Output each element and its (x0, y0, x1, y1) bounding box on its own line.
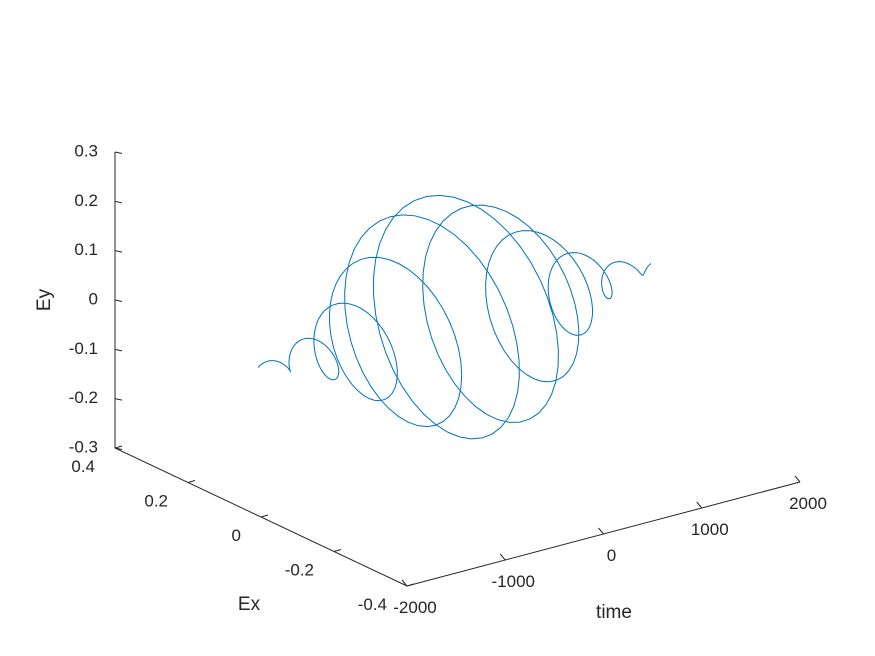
y-tick (260, 514, 269, 518)
z-tick-label: 0.1 (74, 240, 98, 259)
z-tick (114, 200, 123, 204)
z-tick (114, 447, 123, 450)
z-tick-label: -0.1 (69, 339, 98, 358)
y-tick (406, 583, 415, 587)
x-tick-label: 1000 (691, 520, 729, 539)
y-tick (114, 445, 123, 449)
x-tick (401, 579, 408, 587)
z-tick (114, 348, 123, 352)
z-tick (114, 151, 123, 154)
z-tick-label: 0 (89, 289, 98, 308)
z-tick (114, 250, 123, 253)
y-tick-label: -0.2 (285, 561, 314, 580)
y-tick (333, 549, 342, 552)
x-tick (499, 553, 506, 561)
z-tick (114, 299, 123, 302)
z-tick-label: 0.2 (74, 191, 98, 210)
x-tick-label: -2000 (393, 598, 436, 617)
x-tick (598, 527, 604, 535)
y-tick-label: 0.2 (144, 492, 168, 511)
z-tick-label: -0.3 (69, 437, 98, 456)
y-axis-label: Ex (238, 594, 261, 615)
x-tick (794, 475, 801, 483)
y-tick-label: 0 (232, 526, 241, 545)
series-layer (257, 194, 652, 440)
y-tick-label: 0.4 (71, 457, 95, 476)
y-tick-label: -0.4 (358, 595, 387, 614)
x-tick-label: 2000 (789, 494, 827, 513)
z-tick-label: -0.2 (69, 388, 98, 407)
x-tick-label: -1000 (492, 572, 535, 591)
x-tick (696, 501, 703, 509)
series-line (257, 194, 652, 440)
z-tick (114, 398, 123, 401)
y-tick (187, 480, 196, 483)
x-axis-label: time (596, 602, 632, 623)
z-tick-label: 0.3 (74, 141, 98, 160)
z-axis-label: Ey (34, 288, 55, 311)
x-tick-label: 0 (607, 546, 616, 565)
axes: -0.3 -0.2 -0.1 0 0.1 0.2 0.3 -0.4 -0.2 0 0.2 0.4 -20… (69, 141, 827, 617)
